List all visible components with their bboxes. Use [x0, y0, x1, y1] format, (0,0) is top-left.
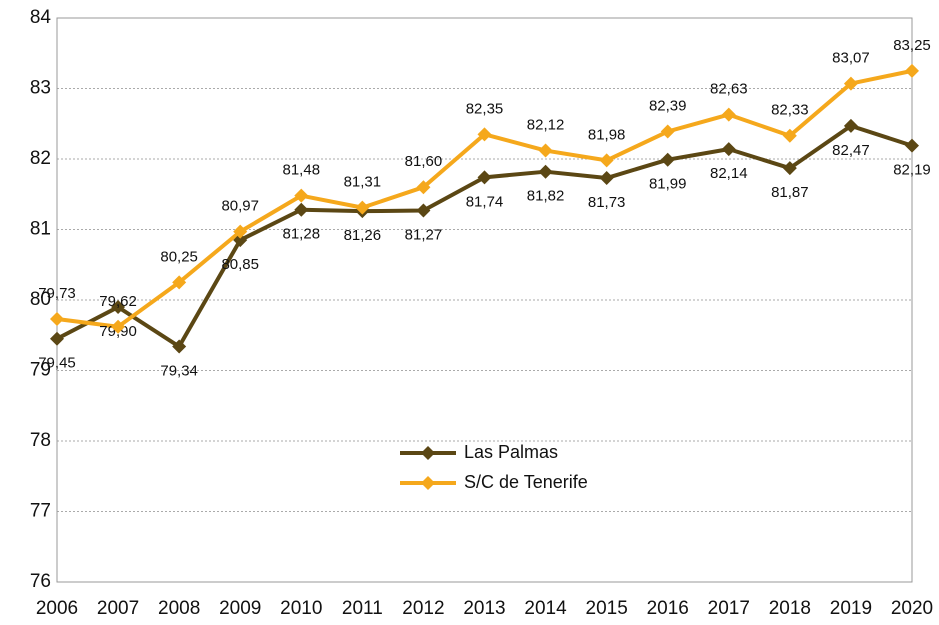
x-tick-label: 2020	[891, 598, 933, 619]
x-tick-label: 2019	[830, 598, 872, 619]
value-label: 83,25	[893, 37, 931, 54]
value-label: 80,97	[221, 198, 259, 215]
marker	[538, 164, 553, 179]
marker	[416, 180, 431, 195]
value-label: 81,27	[405, 226, 443, 243]
y-tick-label: 81	[30, 219, 51, 240]
legend-marker	[421, 476, 435, 490]
value-label: 81,99	[649, 176, 687, 193]
x-tick-label: 2017	[708, 598, 750, 619]
marker	[172, 339, 187, 354]
value-label: 82,63	[710, 81, 748, 98]
marker	[905, 138, 919, 153]
value-label: 82,47	[832, 142, 870, 159]
value-label: 81,98	[588, 126, 626, 143]
legend-marker	[421, 446, 435, 460]
value-label: 81,87	[771, 184, 809, 201]
y-tick-label: 84	[30, 7, 52, 28]
marker	[599, 153, 614, 168]
y-tick-label: 80	[30, 289, 51, 310]
value-label: 81,74	[466, 193, 504, 210]
marker	[660, 152, 675, 167]
x-tick-label: 2007	[97, 598, 139, 619]
marker	[782, 128, 797, 143]
x-tick-label: 2016	[647, 598, 689, 619]
y-tick-label: 78	[30, 430, 51, 451]
marker	[50, 312, 64, 327]
value-label: 81,82	[527, 188, 565, 205]
legend-label: S/C de Tenerife	[464, 472, 588, 492]
legend-label: Las Palmas	[464, 442, 558, 462]
marker	[660, 124, 675, 139]
marker	[111, 300, 126, 315]
marker	[905, 63, 919, 78]
y-tick-label: 77	[30, 501, 51, 522]
marker	[538, 143, 553, 158]
y-tick-label: 82	[30, 148, 51, 169]
value-label: 81,60	[405, 153, 443, 170]
value-label: 79,34	[160, 362, 198, 379]
marker	[599, 171, 614, 186]
marker	[721, 107, 736, 122]
marker	[843, 118, 858, 133]
value-label: 83,07	[832, 50, 870, 67]
value-label: 82,33	[771, 102, 809, 119]
y-tick-label: 76	[30, 571, 51, 592]
value-label: 80,25	[160, 248, 198, 265]
y-tick-label: 83	[30, 78, 51, 99]
x-tick-label: 2009	[219, 598, 261, 619]
value-label: 81,28	[283, 226, 321, 243]
marker	[477, 127, 492, 142]
value-label: 79,62	[99, 293, 137, 310]
marker	[782, 161, 797, 176]
x-tick-label: 2013	[463, 598, 505, 619]
x-tick-label: 2015	[586, 598, 628, 619]
marker	[843, 76, 858, 91]
x-tick-label: 2011	[342, 598, 383, 619]
x-tick-label: 2010	[280, 598, 322, 619]
value-label: 82,39	[649, 97, 687, 114]
x-tick-label: 2012	[402, 598, 444, 619]
value-label: 80,85	[221, 256, 259, 273]
value-label: 81,48	[283, 162, 321, 179]
marker	[416, 203, 431, 218]
x-tick-label: 2018	[769, 598, 811, 619]
marker	[294, 202, 309, 217]
x-tick-label: 2008	[158, 598, 200, 619]
value-label: 79,45	[38, 355, 76, 372]
value-label: 82,19	[893, 162, 931, 179]
marker	[355, 200, 370, 215]
value-label: 82,12	[527, 117, 565, 134]
value-label: 81,73	[588, 194, 626, 211]
y-tick-label: 79	[30, 360, 51, 381]
value-label: 82,14	[710, 165, 748, 182]
value-label: 81,31	[344, 174, 382, 191]
value-label: 82,35	[466, 100, 504, 117]
x-tick-label: 2014	[524, 598, 567, 619]
plot-border	[56, 17, 913, 583]
x-tick-label: 2006	[36, 598, 78, 619]
marker	[50, 331, 64, 346]
marker	[477, 170, 492, 185]
marker	[172, 275, 187, 290]
value-label: 79,73	[38, 285, 76, 302]
marker	[294, 188, 309, 203]
marker	[721, 142, 736, 157]
marker	[111, 319, 126, 334]
marker	[233, 224, 248, 239]
value-label: 81,26	[344, 227, 382, 244]
marker	[233, 233, 248, 248]
